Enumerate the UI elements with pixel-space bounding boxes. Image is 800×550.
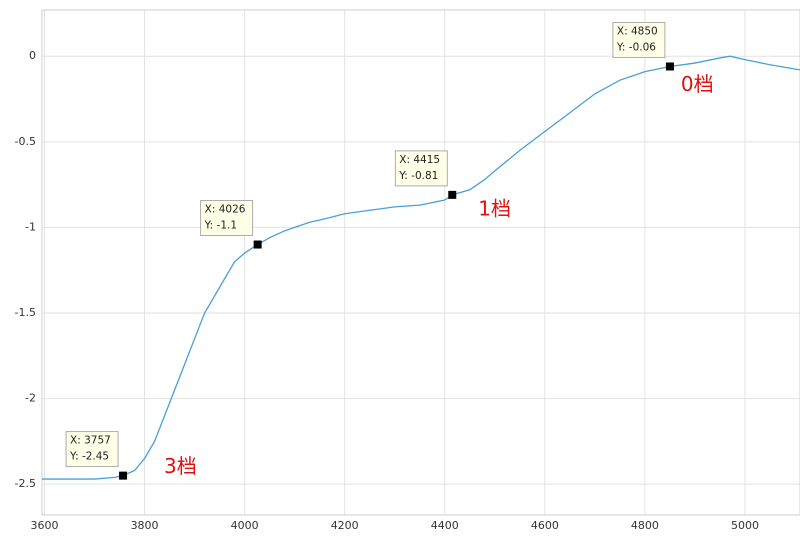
datatip-marker [253,240,262,249]
datatip-x: X: 3757 [70,435,111,447]
datatip-x: X: 4026 [205,204,246,216]
datatip-x: X: 4850 [617,25,658,37]
grid [42,10,800,515]
line-layer [42,55,800,480]
gear-note: 3档 [164,454,197,478]
y-tick-label: -1.5 [15,306,36,319]
y-tick-label: -2.5 [15,477,36,490]
x-tick-label: 4600 [531,519,559,532]
datatip-box [200,200,254,236]
x-tick-label: 5000 [731,519,759,532]
datatip-marker [665,62,674,71]
x-tick-label: 4400 [431,519,459,532]
datatip: X: 4026 Y: -1.1 [200,200,262,249]
x-tick-label: 3600 [31,519,59,532]
datatip: X: 4850 Y: -0.06 0档 [612,22,714,96]
datatip-box [612,22,666,58]
datatip-box [394,150,448,187]
gear-note: 1档 [478,196,511,220]
datatip-y: Y: -0.06 [616,41,656,53]
x-tick-label: 3800 [131,519,159,532]
x-tick-label: 4200 [331,519,359,532]
datatip-y: Y: -0.81 [398,170,438,182]
datatip: X: 4415 Y: -0.81 1档 [394,150,511,220]
y-tick-label: -2 [25,392,36,405]
datatip-y: Y: -2.45 [69,451,109,463]
y-tick-label: -0.5 [15,135,36,148]
plot-frame [41,9,800,516]
datatip-marker [448,190,457,199]
datatip-x: X: 4415 [399,154,440,166]
x-tick-label: 4000 [231,519,259,532]
datatip-marker [119,471,128,480]
datatips: X: 3757 Y: -2.45 3档 X: 4026 Y: -1.1 X: 4415 Y:… [65,22,714,480]
datatip: X: 3757 Y: -2.45 3档 [65,431,197,480]
gear-note: 0档 [681,72,714,96]
datatip-box [65,431,119,468]
y-tick-label: -1 [25,220,36,233]
x-tick-label: 4800 [631,519,659,532]
y-tick-label: 0 [29,49,36,62]
datatip-y: Y: -1.1 [204,220,237,232]
data-line [42,55,800,480]
